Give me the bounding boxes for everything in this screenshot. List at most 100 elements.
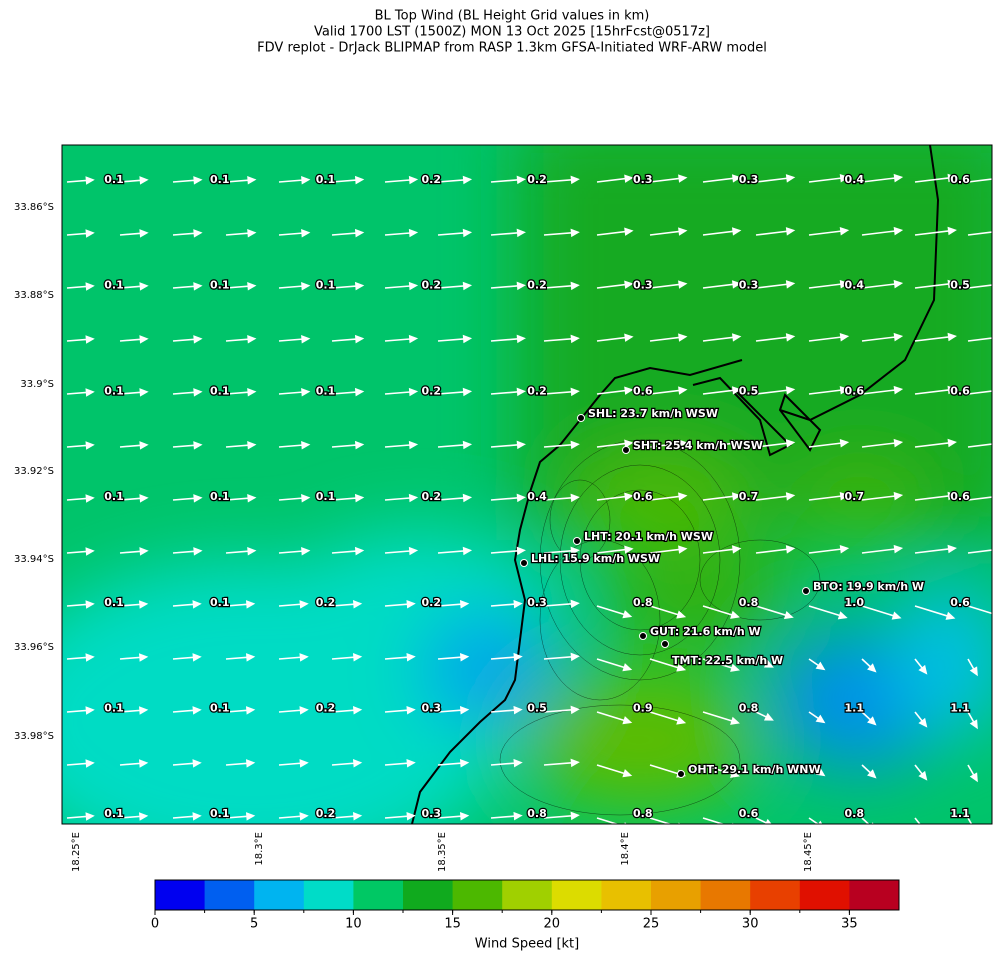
lat-tick-label: 33.9°S <box>20 379 54 390</box>
station-dot <box>661 640 669 648</box>
wind-arrow <box>755 174 796 183</box>
grid-value: 0.3 <box>422 807 442 820</box>
wind-arrow <box>172 229 203 238</box>
wind-arrow <box>596 386 634 395</box>
wind-arrow <box>543 652 580 662</box>
wind-arrow <box>649 439 688 448</box>
wind-arrow <box>808 545 850 554</box>
wind-arrow <box>172 282 203 291</box>
wind-arrow <box>649 280 688 289</box>
wind-arrow <box>278 440 311 450</box>
grid-value: 1.1 <box>845 702 865 715</box>
wind-arrow <box>278 281 311 291</box>
grid-value: 0.4 <box>527 490 547 503</box>
wind-arrow <box>331 706 363 715</box>
grid-value: 0.6 <box>633 490 653 503</box>
colorbar-swatch <box>303 880 354 910</box>
station-label: OHT: 29.1 km/h WNW <box>688 763 821 776</box>
grid-value: 0.8 <box>527 807 547 820</box>
wind-arrow <box>119 388 149 397</box>
lat-tick-label: 33.98°S <box>14 731 54 742</box>
wind-arrow <box>967 658 978 677</box>
wind-arrow <box>331 493 365 503</box>
wind-arrow <box>808 764 826 777</box>
grid-value: 0.5 <box>527 702 547 715</box>
wind-arrow <box>808 227 850 236</box>
grid-value: 0.2 <box>316 596 336 609</box>
colorbar-swatch <box>254 880 305 910</box>
grid-value: 0.8 <box>739 596 759 609</box>
wind-arrow <box>914 279 957 289</box>
wind-arrow <box>808 439 850 448</box>
wind-arrow <box>543 281 580 291</box>
grid-value: 0.3 <box>633 279 653 292</box>
wind-arrow <box>490 228 526 238</box>
wind-arrow <box>66 282 95 291</box>
wind-arrow <box>914 226 957 236</box>
wind-arrow <box>225 494 257 503</box>
grid-value: 1.0 <box>845 596 865 609</box>
wind-arrow <box>331 440 365 450</box>
grid-value: 0.1 <box>210 490 230 503</box>
grid-value: 0.1 <box>210 279 230 292</box>
colorbar-tick-label: 30 <box>742 917 759 932</box>
colorbar-swatch <box>551 880 602 910</box>
wind-arrow <box>490 387 526 397</box>
wind-arrow <box>543 705 580 715</box>
wind-arrow <box>384 228 419 238</box>
wind-arrow <box>967 711 978 730</box>
wind-arrow <box>596 280 634 289</box>
colorbar-swatch <box>353 880 404 910</box>
wind-arrow <box>967 764 978 783</box>
wind-arrow <box>702 817 735 824</box>
wind-arrow <box>172 547 203 556</box>
wind-arrow <box>278 600 309 609</box>
wind-arrow <box>914 438 957 448</box>
wind-arrow <box>914 605 956 620</box>
wind-arrow <box>861 711 877 726</box>
wind-arrow <box>278 653 309 662</box>
colorbar-swatch <box>601 880 652 910</box>
station-dot <box>639 632 647 640</box>
wind-arrow <box>702 227 742 236</box>
wind-arrow <box>914 491 957 501</box>
grid-value: 0.2 <box>422 384 442 397</box>
grid-value: 0.1 <box>210 384 230 397</box>
grid-value: 0.2 <box>527 279 547 292</box>
wind-arrow <box>119 282 149 291</box>
wind-arrow <box>437 387 473 397</box>
colorbar-tick-label: 10 <box>345 917 362 932</box>
wind-arrow <box>119 494 149 503</box>
wind-arrow <box>702 545 742 554</box>
wind-arrow <box>490 705 523 715</box>
wind-arrow <box>755 658 774 668</box>
wind-arrow <box>755 333 796 342</box>
wind-arrow <box>437 228 473 238</box>
grid-value: 0.8 <box>633 807 653 820</box>
grid-value: 0.2 <box>422 279 442 292</box>
lon-tick-label: 18.35°E <box>437 832 448 872</box>
wind-arrow <box>384 281 419 291</box>
wind-arrow <box>808 658 826 671</box>
grid-value: 0.7 <box>739 490 759 503</box>
wind-arrow <box>490 811 523 821</box>
wind-arrow <box>755 545 796 554</box>
wind-arrow <box>225 812 256 821</box>
wind-arrow <box>119 441 149 450</box>
station-dot <box>520 559 528 567</box>
colorbar-swatch <box>155 880 206 910</box>
wind-arrow <box>596 439 634 448</box>
wind-arrow <box>861 544 904 554</box>
wind-arrow <box>225 229 257 238</box>
wind-arrow <box>490 546 526 556</box>
grid-value: 0.5 <box>739 384 759 397</box>
wind-arrow <box>649 545 688 554</box>
wind-arrow <box>596 545 634 554</box>
wind-arrow <box>649 227 688 236</box>
lon-tick-label: 18.45°E <box>803 832 814 872</box>
wind-arrow <box>755 386 796 395</box>
wind-arrow <box>384 387 419 397</box>
wind-arrow <box>702 658 740 672</box>
wind-arrow <box>967 817 973 824</box>
grid-value: 0.8 <box>845 807 865 820</box>
